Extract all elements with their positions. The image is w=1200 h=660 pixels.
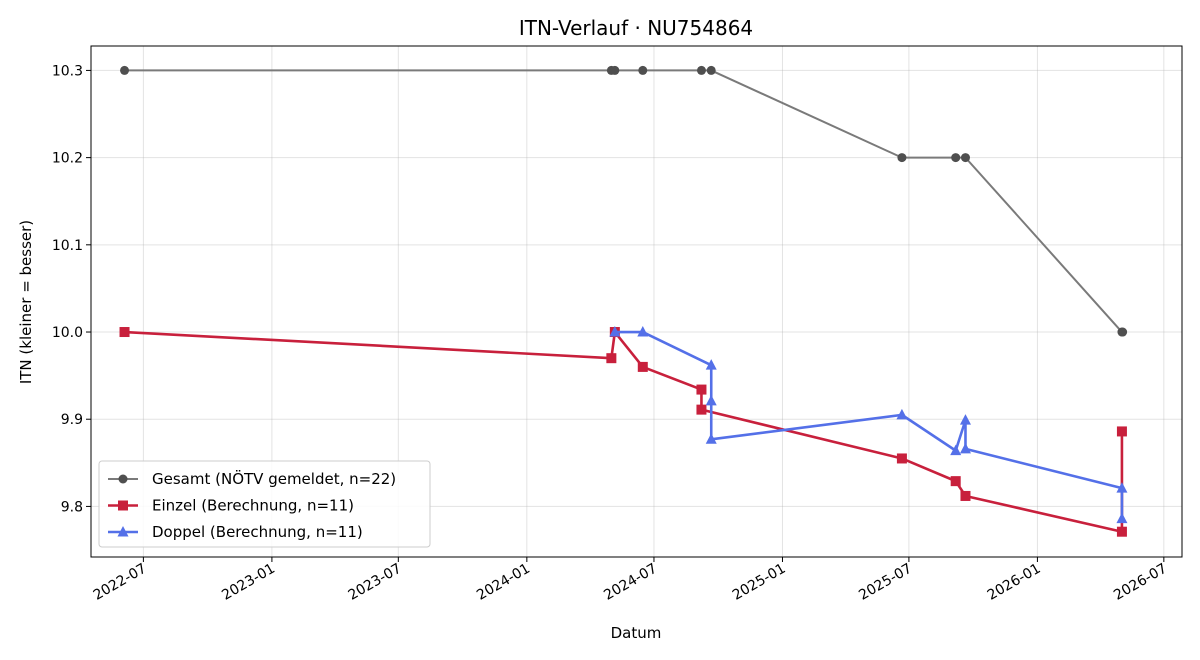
legend-box bbox=[98, 460, 431, 548]
data-point bbox=[609, 326, 621, 337]
data-point bbox=[637, 326, 649, 337]
y-axis-title: ITN (kleiner = besser) bbox=[17, 220, 35, 384]
data-point bbox=[606, 353, 617, 364]
x-tick-label: 2024-01 bbox=[474, 561, 533, 604]
series-layer bbox=[119, 65, 1128, 537]
legend-swatch-marker bbox=[118, 500, 128, 511]
grid-lines bbox=[91, 46, 1182, 557]
y-tick-label: 9.8 bbox=[61, 499, 83, 515]
series-1 bbox=[119, 327, 1127, 537]
legend-swatch-marker bbox=[117, 526, 129, 537]
x-tick-label: 2025-01 bbox=[730, 561, 789, 604]
data-point bbox=[896, 408, 908, 420]
y-tick-label: 10.0 bbox=[52, 325, 83, 341]
data-point bbox=[896, 453, 907, 464]
data-point bbox=[696, 65, 706, 75]
data-point bbox=[960, 153, 970, 163]
plot-area-frame bbox=[90, 45, 1183, 558]
legend-label: Gesamt (NÖTV gemeldet, n=22) bbox=[152, 469, 396, 488]
legend-item: Gesamt (NÖTV gemeldet, n=22) bbox=[108, 469, 396, 488]
data-point bbox=[638, 65, 648, 75]
x-tick-label: 2025-07 bbox=[856, 561, 915, 604]
x-tick-label: 2023-01 bbox=[219, 561, 278, 604]
legend: Gesamt (NÖTV gemeldet, n=22) Einzel (Bere… bbox=[98, 460, 431, 548]
data-point bbox=[120, 65, 130, 75]
x-tick-label: 2022-07 bbox=[91, 561, 150, 604]
data-point bbox=[959, 414, 971, 425]
data-point bbox=[637, 361, 648, 372]
data-point bbox=[1116, 512, 1128, 524]
y-tick-label: 10.2 bbox=[52, 151, 83, 167]
data-point bbox=[705, 433, 717, 444]
y-tick-label: 10.1 bbox=[52, 238, 83, 254]
x-axis-title: Datum bbox=[611, 624, 662, 642]
data-point bbox=[696, 404, 707, 415]
data-point bbox=[1116, 426, 1127, 437]
data-point bbox=[1116, 482, 1128, 493]
x-axis-ticks: 2022-07 2023-01 2023-07 2024-01 2024-07 2025-… bbox=[91, 557, 1170, 604]
data-point bbox=[1116, 526, 1127, 537]
series-0 bbox=[120, 65, 1128, 337]
legend-item: Einzel (Berechnung, n=11) bbox=[108, 497, 354, 515]
data-point bbox=[706, 65, 716, 75]
x-tick-label: 2023-07 bbox=[346, 561, 405, 604]
data-point bbox=[897, 153, 907, 163]
y-axis-ticks: 9.8 9.9 10.0 10.1 10.2 10.3 bbox=[52, 63, 91, 515]
x-tick-label: 2026-01 bbox=[985, 561, 1044, 604]
data-point bbox=[950, 476, 961, 487]
y-tick-label: 9.9 bbox=[61, 412, 83, 428]
data-point bbox=[705, 394, 717, 406]
legend-label: Einzel (Berechnung, n=11) bbox=[152, 497, 354, 515]
y-tick-label: 10.3 bbox=[52, 63, 83, 79]
data-point bbox=[1118, 327, 1128, 337]
chart-title: ITN-Verlauf · NU754864 bbox=[519, 16, 753, 40]
legend-item: Doppel (Berechnung, n=11) bbox=[108, 523, 363, 541]
series-2 bbox=[609, 326, 1128, 524]
x-tick-label: 2026-07 bbox=[1111, 561, 1170, 604]
series-2-line bbox=[614, 330, 1124, 519]
x-tick-label: 2024-07 bbox=[601, 561, 660, 604]
data-point bbox=[696, 384, 707, 395]
data-point bbox=[959, 442, 971, 454]
data-point bbox=[705, 359, 717, 370]
data-point bbox=[960, 490, 971, 501]
series-0-line bbox=[124, 69, 1123, 334]
legend-swatch-marker bbox=[118, 474, 128, 484]
data-point bbox=[610, 65, 620, 75]
data-point bbox=[951, 153, 961, 163]
data-point bbox=[950, 444, 962, 456]
legend-label: Doppel (Berechnung, n=11) bbox=[152, 523, 363, 541]
data-point bbox=[119, 327, 130, 338]
